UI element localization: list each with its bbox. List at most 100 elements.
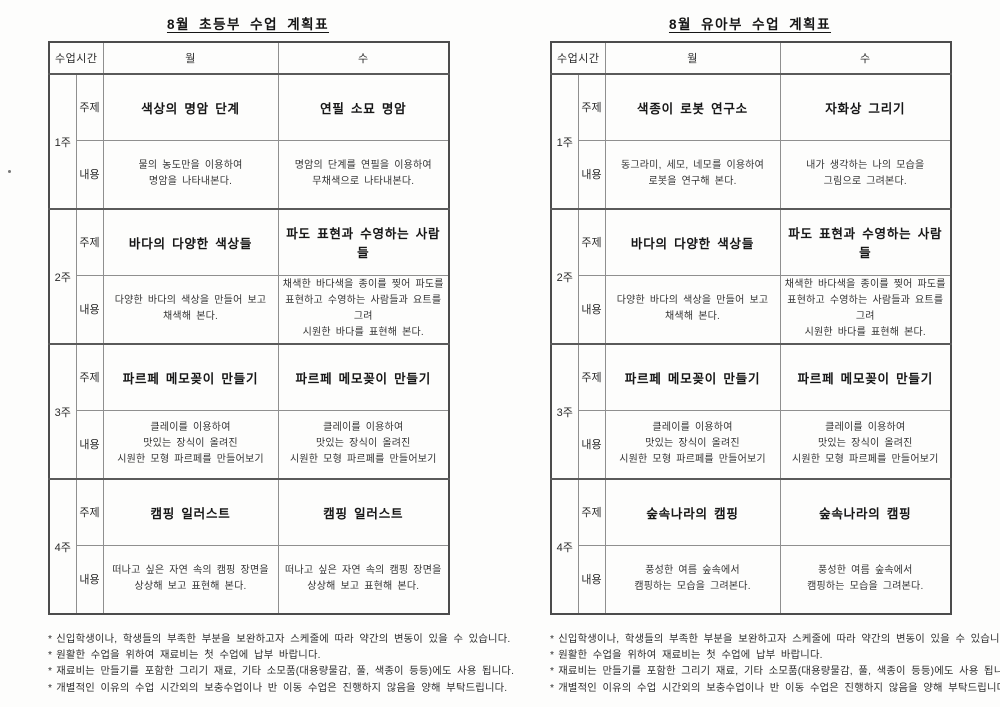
week3-wed-topic: 파르페 메모꽂이 만들기 — [779, 343, 952, 411]
toddler-schedule-table: 수업시간 월 수 1주 주제 색종이 로봇 연구소 자화상 그리기 내용 동그라… — [550, 41, 953, 615]
week3-label: 3주 — [550, 343, 579, 480]
note-bullet: * — [48, 634, 53, 645]
week1-content-row: 내용 동그라미, 세모, 네모를 이용하여 로봇을 연구해 본다. 내가 생각하… — [551, 139, 952, 210]
note-bullet: * — [550, 682, 555, 694]
note-text: 신입학생이나, 학생들의 부족한 부분을 보완하고자 스케줄에 따라 약간의 변… — [558, 634, 1000, 645]
header-row: 수업시간 월 수 — [48, 41, 450, 75]
note-text: 원활한 수업을 위하여 재료비는 첫 수업에 납부 바랍니다. — [558, 650, 823, 662]
week1-wed-content: 내가 생각하는 나의 모습을 그림으로 그려본다. — [779, 139, 952, 210]
header-cell-wednesday: 수 — [779, 41, 952, 75]
week4-mon-content: 풍성한 여름 숲속에서 캠핑하는 모습을 그려본다. — [604, 544, 781, 615]
week3-wed-content: 클레이를 이용하여 맛있는 장식이 올려진 시원한 모형 파르페를 만들어보기 — [277, 409, 450, 480]
week1-mon-content: 물의 농도만을 이용하여 명암을 나타내본다. — [102, 139, 279, 210]
topic-label: 주제 — [75, 208, 104, 276]
week3-content-row: 내용 클레이를 이용하여 맛있는 장식이 올려진 시원한 모형 파르페를 만들어… — [49, 409, 450, 480]
week4-mon-topic: 캠핑 일러스트 — [102, 478, 279, 546]
week2-wed-content: 채색한 바다색을 종이를 찢어 파도를 표현하고 수영하는 사람들과 요트를 그… — [277, 274, 450, 345]
elementary-schedule-table: 수업시간 월 수 1주 주제 색상의 명암 단계 연필 소묘 명암 내용 물의 … — [48, 41, 451, 615]
note-bullet: * — [550, 666, 555, 678]
content-label: 내용 — [577, 544, 606, 615]
week2-content-row: 내용 다양한 바다의 색상을 만들어 보고 채색해 본다. 채색한 바다색을 종… — [551, 274, 952, 345]
content-label: 내용 — [577, 409, 606, 480]
week1-content-row: 내용 물의 농도만을 이용하여 명암을 나타내본다. 명암의 단계를 연필을 이… — [49, 139, 450, 210]
header-cell-time: 수업시간 — [48, 41, 104, 75]
week1-label: 1주 — [550, 73, 579, 210]
note-line: * 개별적인 이유의 수업 시간외의 보충수업이나 반 이동 수업은 진행하지 않… — [550, 681, 1000, 697]
week2-label: 2주 — [48, 208, 77, 345]
topic-label: 주제 — [75, 478, 104, 546]
week1-mon-content: 동그라미, 세모, 네모를 이용하여 로봇을 연구해 본다. — [604, 139, 781, 210]
week1-label: 1주 — [48, 73, 77, 210]
elementary-plan-sheet: 8월 초등부 수업 계획표 수업시간 월 수 1주 주제 색상의 명암 단계 연… — [48, 16, 514, 697]
week3-content-row: 내용 클레이를 이용하여 맛있는 장식이 올려진 시원한 모형 파르페를 만들어… — [551, 409, 952, 480]
week3-topic-row: 3주 주제 파르페 메모꽂이 만들기 파르페 메모꽂이 만들기 — [550, 343, 952, 480]
week2-mon-content: 다양한 바다의 색상을 만들어 보고 채색해 본다. — [102, 274, 279, 345]
content-label: 내용 — [577, 139, 606, 210]
note-text: 원활한 수업을 위하여 재료비는 첫 수업에 납부 바랍니다. — [56, 650, 321, 662]
week4-mon-content: 떠나고 싶은 자연 속의 캠핑 장면을 상상해 보고 표현해 본다. — [102, 544, 279, 615]
note-text: 재료비는 만들기를 포함한 그리기 재료, 기타 소모품(대용량물감, 풀, 색… — [558, 666, 1000, 678]
note-bullet: * — [550, 650, 555, 662]
header-cell-time: 수업시간 — [550, 41, 606, 75]
header-row: 수업시간 월 수 — [550, 41, 952, 75]
topic-label: 주제 — [577, 208, 606, 276]
note-bullet: * — [48, 650, 53, 662]
content-label: 내용 — [75, 274, 104, 345]
week3-topic-row: 3주 주제 파르페 메모꽂이 만들기 파르페 메모꽂이 만들기 — [48, 343, 450, 480]
content-label: 내용 — [75, 544, 104, 615]
week3-wed-topic: 파르페 메모꽂이 만들기 — [277, 343, 450, 411]
elementary-notes: * 신입학생이나, 학생들의 부족한 부분을 보완하고자 스케줄에 따라 약간의 … — [48, 632, 514, 697]
week2-content-row: 내용 다양한 바다의 색상을 만들어 보고 채색해 본다. 채색한 바다색을 종… — [49, 274, 450, 345]
week2-mon-topic: 바다의 다양한 색상들 — [604, 208, 781, 276]
note-line: * 신입학생이나, 학생들의 부족한 부분을 보완하고자 스케줄에 따라 약간의 … — [48, 632, 510, 648]
week4-wed-content: 떠나고 싶은 자연 속의 캠핑 장면을 상상해 보고 표현해 본다. — [277, 544, 450, 615]
week3-label: 3주 — [48, 343, 77, 480]
header-cell-monday: 월 — [102, 41, 279, 75]
note-bullet: * — [48, 666, 53, 678]
note-line: * 원활한 수업을 위하여 재료비는 첫 수업에 납부 바랍니다. — [550, 648, 980, 664]
note-text: 재료비는 만들기를 포함한 그리기 재료, 기타 소모품(대용량물감, 풀, 색… — [56, 666, 515, 678]
topic-label: 주제 — [577, 343, 606, 411]
note-line: * 원활한 수업을 위하여 재료비는 첫 수업에 납부 바랍니다. — [48, 648, 478, 664]
week1-mon-topic: 색상의 명암 단계 — [102, 73, 279, 141]
week1-mon-topic: 색종이 로봇 연구소 — [604, 73, 781, 141]
content-label: 내용 — [577, 274, 606, 345]
week2-label: 2주 — [550, 208, 579, 345]
note-line: * 재료비는 만들기를 포함한 그리기 재료, 기타 소모품(대용량물감, 풀, … — [550, 664, 1000, 680]
week4-topic-row: 4주 주제 캠핑 일러스트 캠핑 일러스트 — [48, 478, 450, 615]
content-label: 내용 — [75, 409, 104, 480]
week4-wed-content: 풍성한 여름 숲속에서 캠핑하는 모습을 그려본다. — [779, 544, 952, 615]
week2-wed-topic: 파도 표현과 수영하는 사람들 — [277, 208, 450, 276]
toddler-table-title: 8월 유아부 수업 계획표 — [668, 17, 832, 32]
note-line: * 개별적인 이유의 수업 시간외의 보충수업이나 반 이동 수업은 진행하지 않… — [48, 681, 507, 697]
note-text: 개별적인 이유의 수업 시간외의 보충수업이나 반 이동 수업은 진행하지 않음… — [56, 682, 508, 694]
week2-wed-content: 채색한 바다색을 종이를 찢어 파도를 표현하고 수영하는 사람들과 요트를 그… — [779, 274, 952, 345]
topic-label: 주제 — [577, 478, 606, 546]
week2-wed-topic: 파도 표현과 수영하는 사람들 — [779, 208, 952, 276]
header-cell-monday: 월 — [604, 41, 781, 75]
toddler-plan-sheet: 8월 유아부 수업 계획표 수업시간 월 수 1주 주제 색종이 로봇 연구소 … — [550, 16, 1000, 697]
note-bullet: * — [48, 682, 53, 694]
week3-mon-content: 클레이를 이용하여 맛있는 장식이 올려진 시원한 모형 파르페를 만들어보기 — [102, 409, 279, 480]
week2-mon-topic: 바다의 다양한 색상들 — [102, 208, 279, 276]
week3-mon-content: 클레이를 이용하여 맛있는 장식이 올려진 시원한 모형 파르페를 만들어보기 — [604, 409, 781, 480]
week1-wed-topic: 연필 소묘 명암 — [277, 73, 450, 141]
week1-wed-topic: 자화상 그리기 — [779, 73, 952, 141]
week2-topic-row: 2주 주제 바다의 다양한 색상들 파도 표현과 수영하는 사람들 — [550, 208, 952, 345]
toddler-notes: * 신입학생이나, 학생들의 부족한 부분을 보완하고자 스케줄에 따라 약간의 … — [550, 632, 1000, 697]
week4-label: 4주 — [48, 478, 77, 615]
topic-label: 주제 — [75, 73, 104, 141]
week1-topic-row: 1주 주제 색상의 명암 단계 연필 소묘 명암 — [48, 73, 450, 210]
note-line: * 재료비는 만들기를 포함한 그리기 재료, 기타 소모품(대용량물감, 풀, … — [48, 664, 514, 680]
week4-label: 4주 — [550, 478, 579, 615]
week2-mon-content: 다양한 바다의 색상을 만들어 보고 채색해 본다. — [604, 274, 781, 345]
week4-topic-row: 4주 주제 숲속나라의 캠핑 숲속나라의 캠핑 — [550, 478, 952, 615]
week1-topic-row: 1주 주제 색종이 로봇 연구소 자화상 그리기 — [550, 73, 952, 210]
elementary-table-title: 8월 초등부 수업 계획표 — [166, 17, 330, 32]
note-line: * 신입학생이나, 학생들의 부족한 부분을 보완하고자 스케줄에 따라 약간의 … — [550, 632, 1000, 648]
week4-wed-topic: 캠핑 일러스트 — [277, 478, 450, 546]
week4-content-row: 내용 떠나고 싶은 자연 속의 캠핑 장면을 상상해 보고 표현해 본다. 떠나… — [49, 544, 450, 615]
week3-mon-topic: 파르페 메모꽂이 만들기 — [604, 343, 781, 411]
header-cell-wednesday: 수 — [277, 41, 450, 75]
week1-wed-content: 명암의 단계를 연필을 이용하여 무채색으로 나타내본다. — [277, 139, 450, 210]
